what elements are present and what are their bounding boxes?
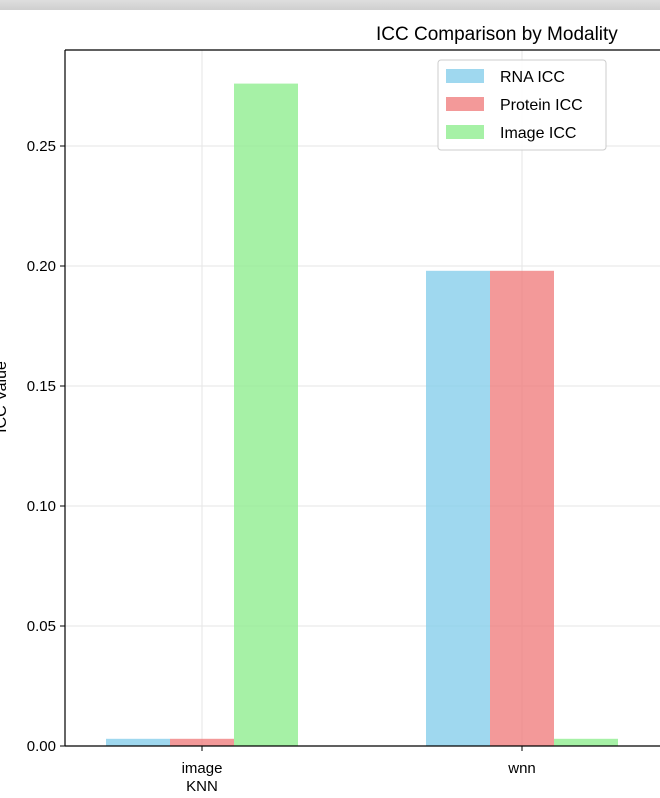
y-tick-label: 0.20 [27, 258, 56, 275]
y-tick-label: 0.25 [27, 138, 56, 155]
legend-label: RNA ICC [500, 69, 565, 86]
bar-protein-icc-1 [490, 270, 554, 746]
legend-swatch [446, 125, 484, 139]
x-tick-label: wnn [507, 760, 536, 777]
legend: RNA ICC Protein ICC Image ICC [437, 59, 607, 151]
chart-title: ICC Comparison by Modality [376, 24, 618, 45]
legend-swatch [446, 69, 484, 83]
bar-rna-icc-1 [426, 270, 490, 746]
y-tick-label: 0.10 [27, 498, 56, 515]
legend-swatch [446, 97, 484, 111]
legend-label: Protein ICC [500, 97, 583, 114]
window-top-bar [0, 0, 660, 10]
axes [60, 49, 660, 751]
bars [106, 83, 618, 747]
y-tick-label: 0.00 [27, 738, 56, 755]
bar-rna-icc-0 [106, 738, 170, 746]
bar-image-icc-1 [554, 738, 618, 746]
tick-labels: 0.00 0.05 0.10 0.15 0.20 0.25 image KNN wnn [27, 138, 536, 795]
y-tick-label: 0.15 [27, 378, 56, 395]
legend-label: Image ICC [500, 125, 576, 142]
bar-image-icc-0 [234, 83, 298, 747]
y-axis-label: ICC Value [0, 361, 10, 433]
y-tick-label: 0.05 [27, 618, 56, 635]
bar-protein-icc-0 [170, 738, 234, 746]
x-tick-label: image KNN [182, 760, 223, 795]
grid-lines [65, 50, 660, 747]
